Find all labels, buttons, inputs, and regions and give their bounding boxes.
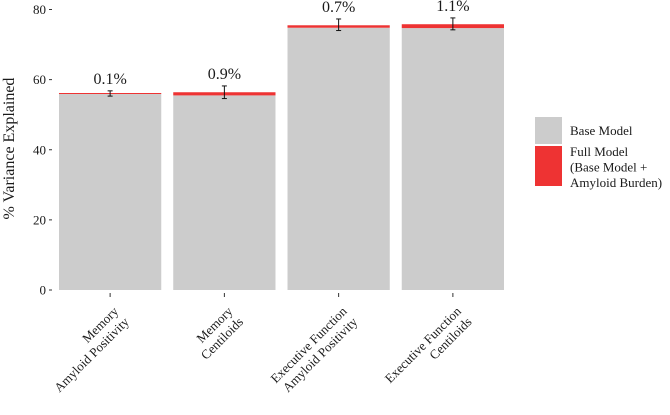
legend-label-full-model: (Base Model + (570, 160, 647, 175)
bar-base-model (173, 95, 276, 290)
data-label: 0.7% (322, 0, 355, 16)
y-tick-label: 60 (33, 72, 46, 87)
y-tick-label: 80 (33, 2, 46, 17)
data-label: 1.1% (436, 0, 469, 15)
chart-bars (58, 17, 505, 290)
y-axis-label: % Variance Explained (1, 78, 18, 220)
legend-swatch-base-model (535, 117, 562, 144)
legend-swatch-full-model (535, 146, 562, 186)
data-label: 0.9% (208, 66, 241, 83)
legend-label-base-model: Base Model (570, 123, 633, 138)
bar-base-model (287, 27, 390, 290)
y-tick-label: 40 (33, 142, 46, 157)
chart-legend: Base Model Full Model(Base Model +Amyloid… (535, 117, 662, 190)
legend-label-full-model: Amyloid Burden) (570, 175, 662, 190)
bar-base-model (401, 28, 505, 290)
y-tick-label: 0 (40, 283, 47, 298)
bar-base-model (58, 94, 162, 290)
data-label: 0.1% (93, 71, 126, 88)
y-tick-label: 20 (33, 212, 46, 227)
chart-axes: 0 20 40 60 80 % Variance Explained (1, 2, 454, 298)
legend-label-full-model: Full Model (570, 144, 629, 159)
